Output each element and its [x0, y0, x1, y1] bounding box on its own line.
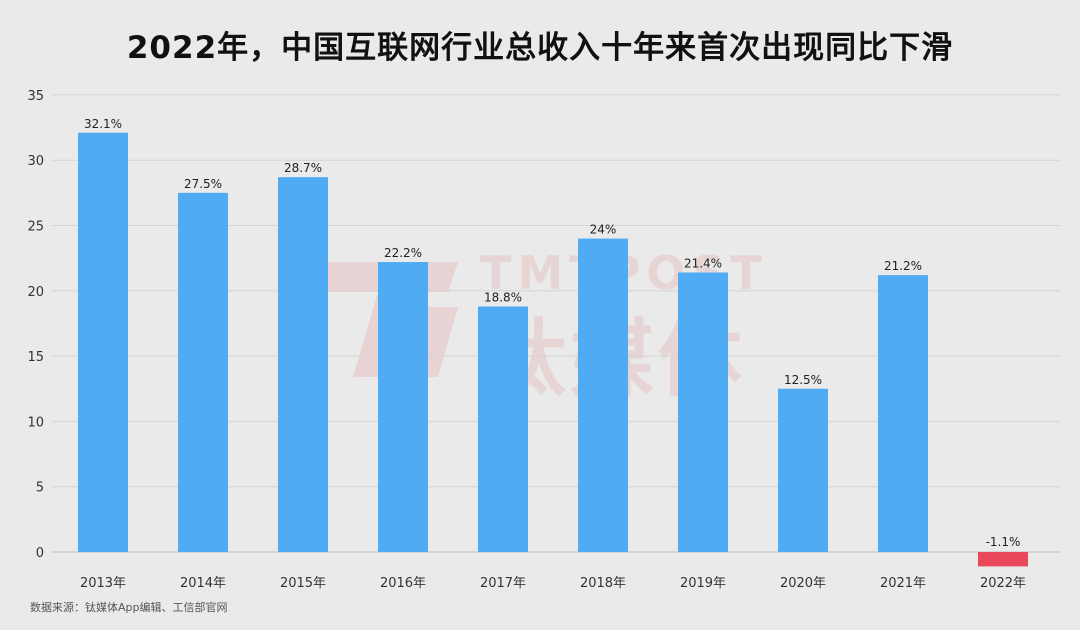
data-label: 22.2% [384, 246, 422, 260]
y-tick-label: 20 [27, 285, 44, 300]
bar-2013年 [78, 132, 128, 553]
bar-2016年 [378, 262, 428, 552]
x-tick-label: 2020年 [780, 576, 826, 591]
y-tick-label: 35 [27, 89, 44, 104]
data-label: 21.4% [684, 257, 722, 271]
chart-title: 2022年，中国互联网行业总收入十年来首次出现同比下滑 [126, 30, 954, 66]
x-tick-label: 2013年 [80, 576, 126, 591]
x-axis-ticks: 2013年 2014年 2015年 2016年 2017年 2018年 2019年 2020年… [80, 576, 1026, 591]
y-axis-ticks: 0 5 10 15 20 25 30 35 [27, 89, 44, 561]
source-note: 数据来源：钛媒体App编辑、工信部官网 [30, 601, 228, 614]
data-label: 21.2% [884, 259, 922, 273]
bar-2018年 [578, 238, 628, 552]
data-label: 24% [590, 223, 617, 237]
y-tick-label: 10 [27, 415, 44, 430]
bar-2020年 [778, 388, 828, 552]
bars [78, 132, 1028, 567]
data-labels: 32.1% 27.5% 28.7% 22.2% 18.8% 24% 21.4% 12.5% 21… [84, 117, 1020, 549]
x-tick-label: 2018年 [580, 576, 626, 591]
data-label: 28.7% [284, 161, 322, 175]
data-label: 27.5% [184, 177, 222, 191]
y-tick-label: 15 [27, 350, 44, 365]
bar-2014年 [178, 192, 228, 552]
y-tick-label: 30 [27, 154, 44, 169]
y-tick-label: 0 [36, 546, 44, 561]
x-tick-label: 2021年 [880, 576, 926, 591]
bar-2017年 [478, 306, 528, 552]
x-tick-label: 2017年 [480, 576, 526, 591]
data-label: 18.8% [484, 290, 522, 304]
x-tick-label: 2016年 [380, 576, 426, 591]
data-label: 32.1% [84, 117, 122, 131]
y-tick-label: 25 [27, 220, 44, 235]
bar-2019年 [678, 272, 728, 552]
data-label: 12.5% [784, 373, 822, 387]
x-tick-label: 2019年 [680, 576, 726, 591]
bar-2022年 [978, 552, 1028, 567]
data-label: -1.1% [986, 535, 1021, 549]
x-tick-label: 2014年 [180, 576, 226, 591]
bar-2021年 [878, 275, 928, 552]
y-tick-label: 5 [36, 481, 44, 496]
x-tick-label: 2015年 [280, 576, 326, 591]
bar-2015年 [278, 177, 328, 553]
x-tick-label: 2022年 [980, 576, 1026, 591]
